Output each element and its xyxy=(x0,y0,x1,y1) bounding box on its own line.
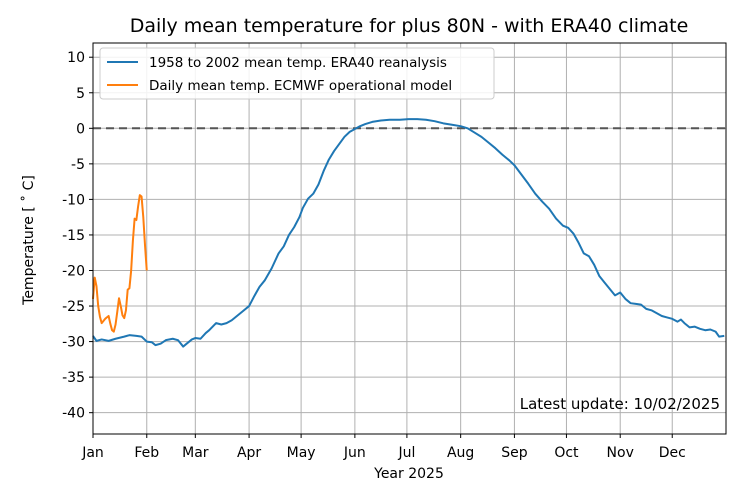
y-tick-label: -5 xyxy=(71,157,85,173)
y-tick-label: -40 xyxy=(62,406,85,422)
x-tick-label: Feb xyxy=(134,445,159,461)
x-tick-label: Aug xyxy=(447,445,474,461)
legend-label: 1958 to 2002 mean temp. ERA40 reanalysis xyxy=(149,55,447,71)
y-tick-label: -30 xyxy=(62,335,85,351)
legend-label: Daily mean temp. ECMWF operational model xyxy=(149,78,452,94)
y-axis: 10 5 0 -5 -10 -15 -20 -25 -30 -35 -40 xyxy=(62,50,93,422)
legend-box xyxy=(99,47,495,100)
series-layer xyxy=(92,118,725,348)
x-tick-label: Jan xyxy=(81,445,104,461)
y-tick-label: 10 xyxy=(67,50,85,66)
plot-frame xyxy=(92,42,727,435)
x-axis: Jan Feb Mar Apr May Jun Jul Aug Sep Oct Nov Dec xyxy=(81,434,686,461)
x-axis-label: Year 2025 xyxy=(373,466,444,482)
y-tick-label: -35 xyxy=(62,370,85,386)
x-tick-label: Dec xyxy=(659,445,686,461)
latest-update-annotation: Latest update: 10/02/2025 xyxy=(520,395,720,413)
y-tick-label: -20 xyxy=(62,263,85,279)
series-line-ecmwf-operational xyxy=(92,194,148,333)
x-tick-label: May xyxy=(287,445,316,461)
y-tick-label: -10 xyxy=(62,192,85,208)
series-line-era40-climate xyxy=(92,118,725,348)
x-tick-label: Jul xyxy=(397,445,415,461)
y-tick-label: -15 xyxy=(62,228,85,244)
x-tick-label: Nov xyxy=(607,445,634,461)
x-tick-label: Mar xyxy=(182,445,209,461)
legend: 1958 to 2002 mean temp. ERA40 reanalysis… xyxy=(99,47,495,100)
y-tick-label: -25 xyxy=(62,299,85,315)
y-tick-label: 0 xyxy=(76,121,85,137)
x-tick-label: Sep xyxy=(501,445,528,461)
x-tick-label: Oct xyxy=(554,445,579,461)
x-tick-label: Jun xyxy=(343,445,366,461)
y-axis-label: Temperature [ ˚ C] xyxy=(20,175,37,306)
x-tick-label: Apr xyxy=(237,445,261,461)
chart-title: Daily mean temperature for plus 80N - wi… xyxy=(130,15,689,37)
y-tick-label: 5 xyxy=(76,86,85,102)
